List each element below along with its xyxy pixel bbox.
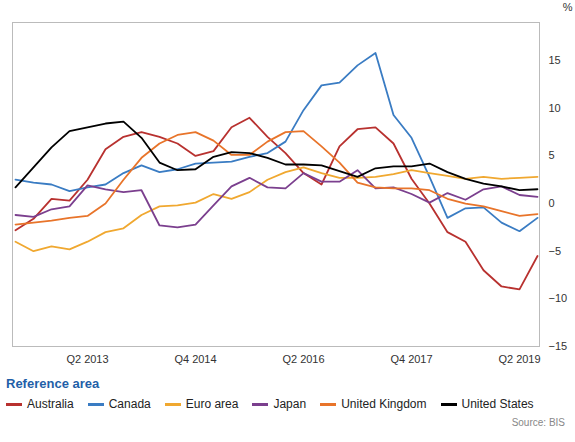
svg-text:Q4 2017: Q4 2017 (390, 353, 432, 365)
html-text:Reference area: Reference area (6, 376, 100, 391)
svg-text:−10: −10 (549, 292, 568, 304)
svg-text:−15: −15 (549, 340, 568, 352)
html-text:Canada: Canada (108, 397, 151, 411)
svg-text:Q2 2013: Q2 2013 (66, 353, 108, 365)
svg-text:Q4 2014: Q4 2014 (174, 353, 216, 365)
html-text:Japan: Japan (273, 397, 307, 411)
svg-text:Q2 2019: Q2 2019 (498, 353, 540, 365)
svg-text:Q2 2016: Q2 2016 (282, 353, 324, 365)
html-text:Source: BIS: Source: BIS (511, 417, 565, 428)
html-text:Australia: Australia (27, 397, 74, 411)
svg-text:10: 10 (549, 102, 561, 114)
html-text:United States: United States (461, 397, 534, 411)
html-text:United Kingdom: United Kingdom (341, 397, 427, 411)
svg-text:15: 15 (549, 54, 561, 66)
svg-text:%: % (563, 1, 573, 13)
svg-text:−5: −5 (549, 245, 562, 257)
svg-text:5: 5 (549, 149, 555, 161)
svg-text:0: 0 (549, 197, 555, 209)
html-text:Euro area: Euro area (185, 397, 239, 411)
